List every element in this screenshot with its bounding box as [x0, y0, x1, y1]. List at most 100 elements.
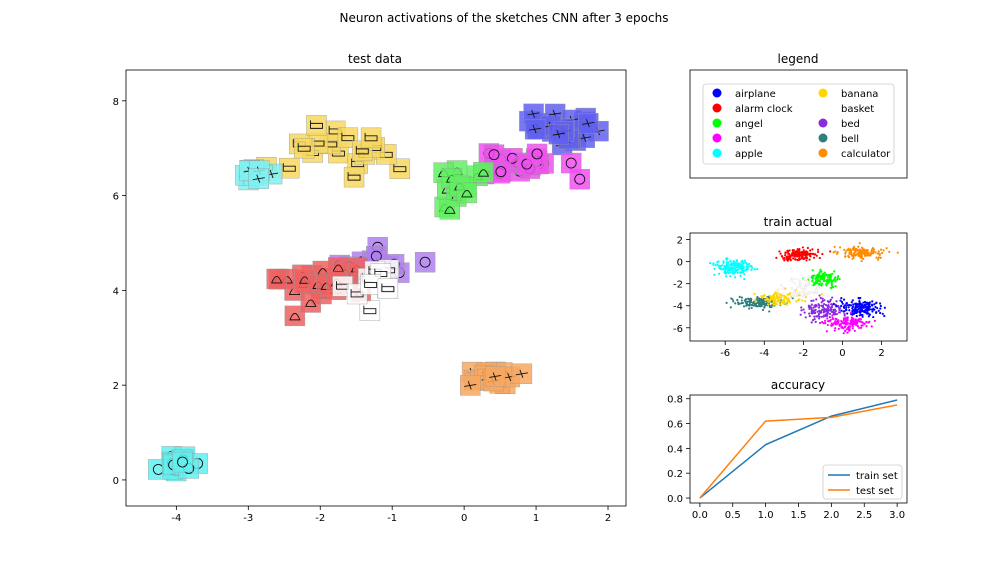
sketch-thumbnail: [460, 375, 481, 396]
train-point: [847, 306, 850, 309]
train-point: [714, 264, 717, 267]
train-point: [739, 265, 742, 268]
train-point: [855, 320, 858, 323]
train-point: [727, 267, 730, 271]
train-point: [792, 249, 795, 253]
train-point: [845, 306, 848, 309]
train-point: [875, 311, 878, 314]
train-point: [778, 250, 781, 253]
train-point: [713, 267, 716, 270]
train-point: [789, 259, 792, 262]
train-point: [812, 309, 815, 312]
legend-panel: legend airplane alarm clock angel ant apple b…: [689, 52, 908, 179]
train-point: [880, 251, 884, 255]
train-point: [829, 273, 832, 276]
y-tick-label: 6: [113, 192, 119, 203]
train-point: [801, 256, 804, 259]
train-point: [830, 284, 834, 287]
train-point: [775, 293, 778, 296]
train-point: [725, 301, 728, 305]
train-point: [883, 314, 886, 318]
train-point: [848, 309, 851, 312]
legend-marker: [818, 88, 828, 98]
train-point: [831, 272, 834, 275]
train-point: [825, 313, 828, 317]
train-point: [844, 308, 848, 311]
train-point: [855, 315, 858, 318]
train-point: [868, 320, 871, 323]
x-tick-label: 0: [839, 348, 845, 359]
train-point: [807, 291, 811, 294]
y-tick-label: 0: [677, 258, 683, 269]
train-point: [774, 303, 777, 306]
train-point: [857, 254, 860, 257]
train-point: [743, 299, 747, 302]
train-point: [836, 319, 840, 322]
train-point: [797, 294, 801, 297]
train-point: [840, 309, 843, 312]
train-point: [739, 263, 743, 266]
accuracy-line-test-set: [699, 404, 898, 499]
train-point: [833, 270, 836, 273]
train-point: [840, 296, 843, 300]
legend-entry: calculator: [818, 148, 891, 160]
sketch-thumbnail: [266, 268, 287, 290]
train-point: [807, 253, 810, 256]
train-point: [809, 281, 812, 285]
train-point: [853, 308, 856, 312]
train-point: [818, 285, 822, 289]
train-point: [877, 256, 881, 259]
train-point: [718, 266, 721, 270]
sketch-thumbnail: [359, 300, 381, 321]
train-point: [852, 254, 855, 257]
train-point: [819, 296, 822, 300]
train-point: [842, 298, 846, 301]
train-point: [861, 313, 864, 317]
legend-entry: apple: [712, 148, 763, 160]
train-point: [746, 268, 750, 271]
train-point: [772, 293, 775, 296]
train-point: [860, 253, 863, 256]
train-point: [748, 304, 751, 307]
train-point: [734, 302, 737, 305]
train-point: [876, 258, 880, 261]
train-point: [858, 251, 861, 254]
train-point: [763, 294, 766, 297]
sketch-thumbnail: [284, 305, 306, 327]
train-point: [851, 327, 854, 330]
x-tick-label: -4: [759, 348, 769, 359]
train-point: [718, 272, 721, 275]
test-data-title: test data: [348, 52, 402, 66]
train-point: [827, 320, 830, 323]
sketch-thumbnail: [343, 166, 365, 188]
train-point: [799, 286, 803, 289]
train-point: [850, 254, 853, 257]
legend-label: bed: [841, 119, 860, 130]
train-point: [834, 285, 837, 288]
train-point: [829, 318, 832, 322]
legend-label: bell: [841, 134, 859, 145]
train-point: [830, 324, 833, 327]
train-point: [772, 299, 775, 302]
train-point: [791, 295, 794, 298]
train-point: [822, 277, 825, 280]
train-point: [852, 245, 856, 249]
train-point: [817, 317, 821, 320]
accuracy-title: accuracy: [771, 378, 825, 392]
x-tick-label: -3: [243, 513, 253, 524]
train-point: [739, 267, 742, 270]
train-point: [826, 311, 830, 314]
train-point: [838, 311, 841, 314]
train-point: [811, 248, 814, 251]
train-point: [849, 304, 853, 307]
y-tick-label: -2: [673, 280, 683, 291]
train-point: [815, 298, 818, 301]
train-point: [796, 286, 799, 290]
train-point: [804, 316, 807, 319]
train-point: [805, 255, 808, 258]
train-point: [744, 261, 747, 264]
train-point: [828, 309, 831, 312]
train-point: [797, 258, 800, 261]
train-point: [801, 294, 805, 298]
train-point: [843, 314, 846, 317]
